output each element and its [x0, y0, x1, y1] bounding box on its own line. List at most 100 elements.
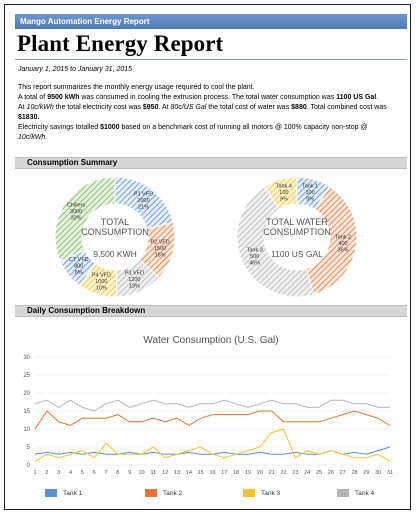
section-consumption-summary: Consumption Summary	[15, 157, 407, 169]
water-slice-tank-3	[236, 185, 315, 298]
legend-item-tank-2: Tank 2	[145, 489, 183, 497]
y-tick-label: 10	[23, 427, 30, 433]
x-tick-label: 31	[387, 470, 393, 476]
intro-line-6: 10c/kWh.	[18, 134, 48, 141]
x-tick-label: 28	[351, 470, 357, 476]
energy-label-percent-ct-vfd: 8%	[75, 270, 83, 276]
energy-label-value-p4-vfd: 1000	[95, 279, 107, 285]
report-page: Mango Automation Energy Report Plant Ene…	[4, 4, 411, 510]
energy-center-value: 9,500 KWH	[93, 249, 136, 259]
y-tick-label: 5	[27, 445, 31, 451]
water-title-line-1: TOTAL WATER	[266, 217, 328, 227]
water-label-percent-tank-1: 9%	[306, 196, 314, 202]
series-line-tank-4	[34, 399, 390, 412]
water-label-name-tank-4: Tank 4	[276, 183, 292, 189]
x-tick-label: 20	[257, 470, 263, 476]
energy-slice-chillers	[54, 176, 116, 262]
x-tick-label: 5	[81, 470, 84, 476]
energy-label-name-p1-vfd: P1 VFD	[134, 191, 153, 197]
energy-label-value-ct-vfd: 800	[74, 264, 83, 270]
x-tick-label: 19	[245, 470, 251, 476]
water-consumption-line-chart: Water Consumption (U.S. Gal)051015202530…	[23, 335, 393, 497]
total-water: 1100 US Gal	[336, 94, 377, 101]
x-tick-label: 22	[280, 470, 286, 476]
water-label-value-tank-2: 400	[338, 241, 347, 247]
water-title-line-2: CONSUMPTION	[263, 227, 331, 237]
energy-label-name-ct-vfd: CT VFD	[69, 257, 89, 263]
x-tick-label: 30	[375, 470, 381, 476]
page-title: Plant Energy Report	[17, 31, 224, 56]
x-tick-label: 8	[116, 470, 119, 476]
combined-cost: $1830.	[18, 114, 40, 121]
electricity-cost: $950	[142, 104, 159, 111]
report-banner: Mango Automation Energy Report	[15, 14, 407, 29]
section-daily-breakdown: Daily Consumption Breakdown	[15, 305, 407, 317]
energy-label-name-p2-vfd: P2 VFD	[150, 239, 169, 245]
energy-label-value-chillers: 3000	[70, 209, 82, 215]
energy-label-percent-chillers: 32%	[71, 216, 82, 222]
water-center-value: 1100 US GAL	[271, 249, 323, 259]
water-label-value-tank-4: 100	[279, 190, 288, 196]
x-tick-label: 6	[93, 470, 96, 476]
x-tick-label: 15	[198, 470, 204, 476]
x-tick-label: 24	[304, 470, 310, 476]
intro-line-3: At 10c/kWh the total electricity cost wa…	[18, 104, 387, 111]
line-chart-title: Water Consumption (U.S. Gal)	[143, 335, 278, 346]
x-tick-label: 25	[316, 470, 322, 476]
title-divider	[15, 59, 407, 60]
energy-title-line-1: TOTAL	[101, 217, 129, 227]
energy-label-value-p3-vfd: 1200	[128, 277, 140, 283]
legend-item-tank-3: Tank 3	[243, 489, 281, 497]
x-tick-label: 14	[186, 470, 192, 476]
energy-label-percent-p4-vfd: 10%	[96, 285, 107, 291]
legend-swatch-tank-2	[145, 489, 157, 497]
x-tick-label: 7	[104, 470, 107, 476]
energy-label-name-p3-vfd: P3 VFD	[125, 270, 144, 276]
energy-label-name-chillers: Chillers	[67, 203, 86, 209]
water-label-percent-tank-2: 36%	[338, 248, 349, 254]
legend-swatch-tank-1	[45, 489, 57, 497]
savings-total: $1000	[100, 124, 120, 131]
x-tick-label: 23	[292, 470, 298, 476]
x-tick-label: 1	[33, 470, 36, 476]
water-slice-tank-2	[305, 185, 358, 296]
energy-label-value-p2-vfd: 1500	[154, 246, 166, 252]
intro-line-4: $1830.	[18, 113, 39, 122]
x-tick-label: 13	[174, 470, 180, 476]
x-tick-label: 4	[69, 470, 72, 476]
x-tick-label: 12	[162, 470, 168, 476]
energy-label-percent-p2-vfd: 16%	[155, 252, 166, 258]
legend-item-tank-1: Tank 1	[45, 489, 83, 497]
legend-item-tank-4: Tank 4	[337, 489, 375, 497]
total-kwh: 9500 kWh	[47, 94, 80, 101]
series-line-tank-2	[34, 410, 391, 430]
energy-label-percent-p3-vfd: 13%	[129, 283, 140, 289]
energy-label-percent-p1-vfd: 21%	[138, 204, 149, 210]
water-label-value-tank-1: 100	[306, 190, 315, 196]
water-label-percent-tank-3: 46%	[249, 260, 260, 266]
energy-label-value-p1-vfd: 2000	[137, 198, 149, 204]
energy-label-name-p4-vfd: P4 VFD	[92, 272, 111, 278]
x-tick-label: 26	[328, 470, 334, 476]
y-tick-label: 0	[27, 463, 31, 469]
series-line-tank-1	[34, 446, 391, 455]
x-tick-label: 29	[363, 470, 369, 476]
y-tick-label: 25	[23, 373, 30, 379]
y-tick-label: 15	[23, 409, 30, 415]
water-cost: $880	[291, 104, 307, 111]
x-tick-label: 2	[45, 470, 48, 476]
x-tick-label: 21	[269, 470, 275, 476]
x-tick-label: 9	[128, 470, 131, 476]
x-tick-label: 10	[138, 470, 144, 476]
water-label-name-tank-1: Tank 1	[302, 183, 318, 189]
y-tick-label: 30	[23, 355, 30, 361]
